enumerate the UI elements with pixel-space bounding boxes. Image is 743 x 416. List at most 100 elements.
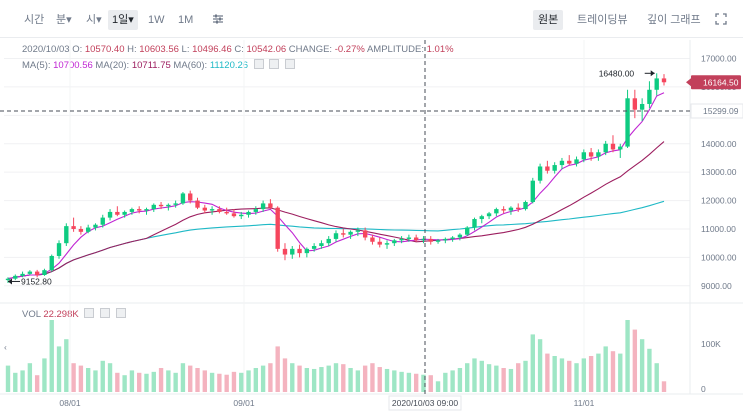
volume-bar	[443, 372, 448, 392]
time-tick-label: 08/01	[59, 398, 81, 408]
candle-body	[516, 207, 521, 210]
interval-1[interactable]: 분▾	[56, 14, 72, 26]
candle-body	[129, 209, 135, 212]
volume-bar	[13, 372, 18, 392]
ma20-line	[7, 141, 665, 280]
eye-icon[interactable]	[84, 308, 95, 318]
candle-body	[581, 152, 587, 160]
interval-5[interactable]: 1M	[178, 14, 194, 26]
candle-body	[421, 238, 426, 241]
candle-body	[618, 146, 623, 150]
candle-body	[5, 278, 11, 281]
ma20-value: 10711.75	[131, 60, 171, 71]
volume-bar	[450, 370, 455, 392]
volume-bar	[355, 370, 361, 392]
volume-bar	[260, 365, 266, 392]
candle-body	[93, 224, 98, 228]
candle-body	[34, 271, 40, 275]
candle-body	[596, 152, 601, 157]
candle-body	[523, 201, 528, 210]
volume-bar	[268, 363, 273, 392]
candle-body	[639, 103, 645, 110]
price-tick-label: 9000.00	[701, 281, 732, 291]
candle-body	[443, 238, 448, 241]
low-marker-label: 9152.80	[21, 276, 52, 286]
volume-bar	[574, 363, 579, 392]
volume-bar	[377, 367, 382, 392]
candle-body	[151, 204, 156, 210]
volume-bar	[654, 363, 659, 392]
close-icon[interactable]	[284, 59, 295, 69]
volume-bar	[217, 373, 222, 392]
volume-bar	[100, 360, 105, 392]
settings-icon[interactable]	[100, 308, 110, 318]
candle-body	[530, 180, 535, 202]
candle-body	[654, 78, 659, 90]
price-tick-label: 10000.00	[701, 252, 737, 262]
candle-body	[64, 226, 69, 244]
candle-body	[260, 203, 266, 210]
interval-2[interactable]: 시▾	[86, 14, 102, 26]
volume-bar	[341, 364, 346, 392]
candle-body	[450, 237, 455, 239]
candle-body	[457, 234, 463, 238]
view-tab-0[interactable]: 원본	[533, 10, 564, 30]
volume-bar	[107, 363, 113, 392]
volume-bar	[64, 339, 69, 392]
volume-bar	[311, 368, 317, 392]
candle-body	[217, 209, 222, 212]
price-tick-label: 17000.00	[701, 54, 737, 64]
low-marker-arrowhead	[8, 278, 12, 285]
interval-0[interactable]: 시간	[24, 14, 45, 26]
volume-bar	[71, 363, 76, 392]
volume-label: VOL	[22, 309, 41, 320]
sliders-icon[interactable]	[208, 10, 228, 30]
volume-bar	[326, 365, 331, 392]
volume-bar	[246, 370, 251, 392]
volume-bar	[530, 334, 535, 392]
volume-bar	[129, 370, 135, 392]
volume-bar	[253, 368, 259, 392]
volume-bar	[428, 375, 433, 392]
eye-icon[interactable]	[253, 59, 264, 69]
volume-bar	[5, 365, 11, 392]
candle-body	[472, 219, 477, 228]
volume-bar	[537, 339, 543, 392]
candle-body	[574, 159, 579, 164]
collapse-handle[interactable]: ‹	[4, 342, 7, 352]
candle-body	[341, 233, 346, 235]
volume-bar	[85, 368, 91, 392]
view-tab-1[interactable]: 트레이딩뷰	[577, 14, 628, 26]
volume-bar	[406, 372, 412, 392]
volume-bar	[384, 368, 390, 392]
volume-bar	[661, 381, 667, 392]
candle-body	[304, 248, 310, 254]
close-icon[interactable]	[115, 308, 126, 318]
candle-body	[231, 213, 237, 217]
ohlc-high-label: H:	[127, 44, 137, 55]
volume-bar	[559, 358, 565, 392]
candle-body	[486, 213, 492, 217]
candle-body	[85, 227, 91, 232]
candle-body	[501, 209, 506, 211]
candle-body	[326, 238, 331, 244]
candle-body	[377, 241, 382, 245]
interval-4[interactable]: 1W	[148, 14, 165, 26]
candle-body	[20, 273, 25, 276]
candle-body	[661, 78, 667, 83]
ohlc-low: 10496.46	[192, 44, 232, 55]
ohlc-change: -0.27%	[334, 44, 365, 55]
volume-bar	[290, 363, 295, 392]
interval-3[interactable]: 1일▾	[108, 10, 138, 30]
price-tick-label: 14000.00	[701, 139, 737, 149]
volume-bar	[472, 358, 477, 392]
volume-bar	[173, 372, 178, 392]
candle-body	[647, 89, 652, 104]
view-tab-2[interactable]: 깊이 그래프	[647, 14, 701, 26]
expand-icon[interactable]	[710, 10, 732, 30]
candle-body	[610, 143, 616, 150]
settings-icon[interactable]	[269, 59, 280, 69]
volume-bar	[392, 370, 397, 392]
candle-body	[297, 248, 302, 254]
